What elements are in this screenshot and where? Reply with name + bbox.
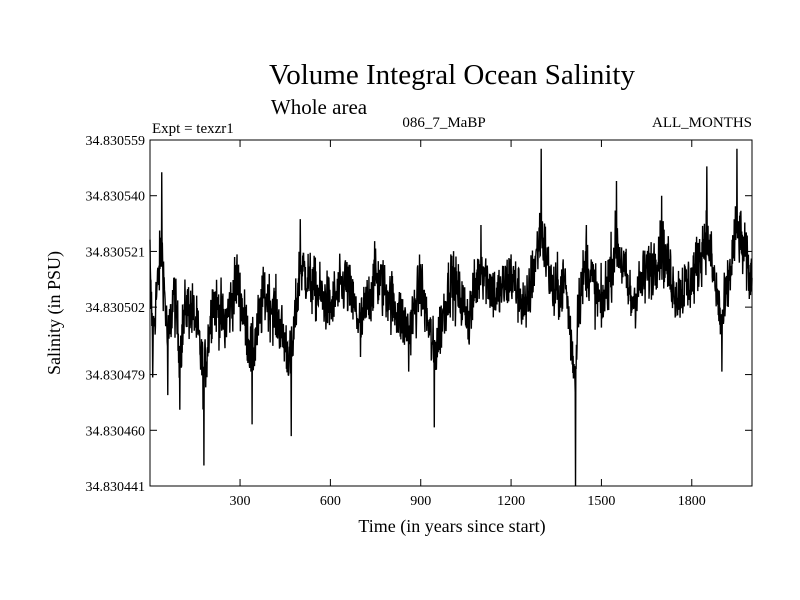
y-axis-ticks: 34.830441 34.830460 34.830479 34.830502 34.8… (86, 134, 752, 495)
y-axis-label: Salinity (in PSU) (44, 251, 65, 375)
chart-subtitle: Whole area (271, 95, 368, 119)
x-tick-label: 1200 (497, 494, 525, 509)
y-tick-label: 34.830559 (86, 134, 146, 149)
y-tick-label: 34.830479 (86, 369, 146, 384)
x-tick-label: 1800 (678, 494, 706, 509)
y-tick-label: 34.830540 (86, 190, 146, 205)
series-layer (149, 148, 753, 487)
run-label: 086_7_MaBP (402, 115, 485, 131)
y-tick-label: 34.830441 (86, 480, 146, 495)
y-tick-label: 34.830460 (86, 424, 146, 439)
x-axis-label: Time (in years since start) (358, 516, 545, 537)
chart-title: Volume Integral Ocean Salinity (269, 59, 635, 91)
x-tick-label: 900 (410, 494, 431, 509)
series-line-salinity (149, 148, 753, 487)
y-tick-label: 34.830502 (86, 301, 146, 316)
x-axis-ticks: 300 600 900 1200 1500 1800 (230, 140, 706, 509)
y-tick-label: 34.830521 (86, 245, 146, 260)
x-tick-label: 600 (320, 494, 341, 509)
x-tick-label: 1500 (587, 494, 615, 509)
plot-frame (149, 139, 753, 487)
period-label: ALL_MONTHS (652, 115, 752, 131)
experiment-label: Expt = texzr1 (152, 121, 234, 137)
x-tick-label: 300 (230, 494, 251, 509)
